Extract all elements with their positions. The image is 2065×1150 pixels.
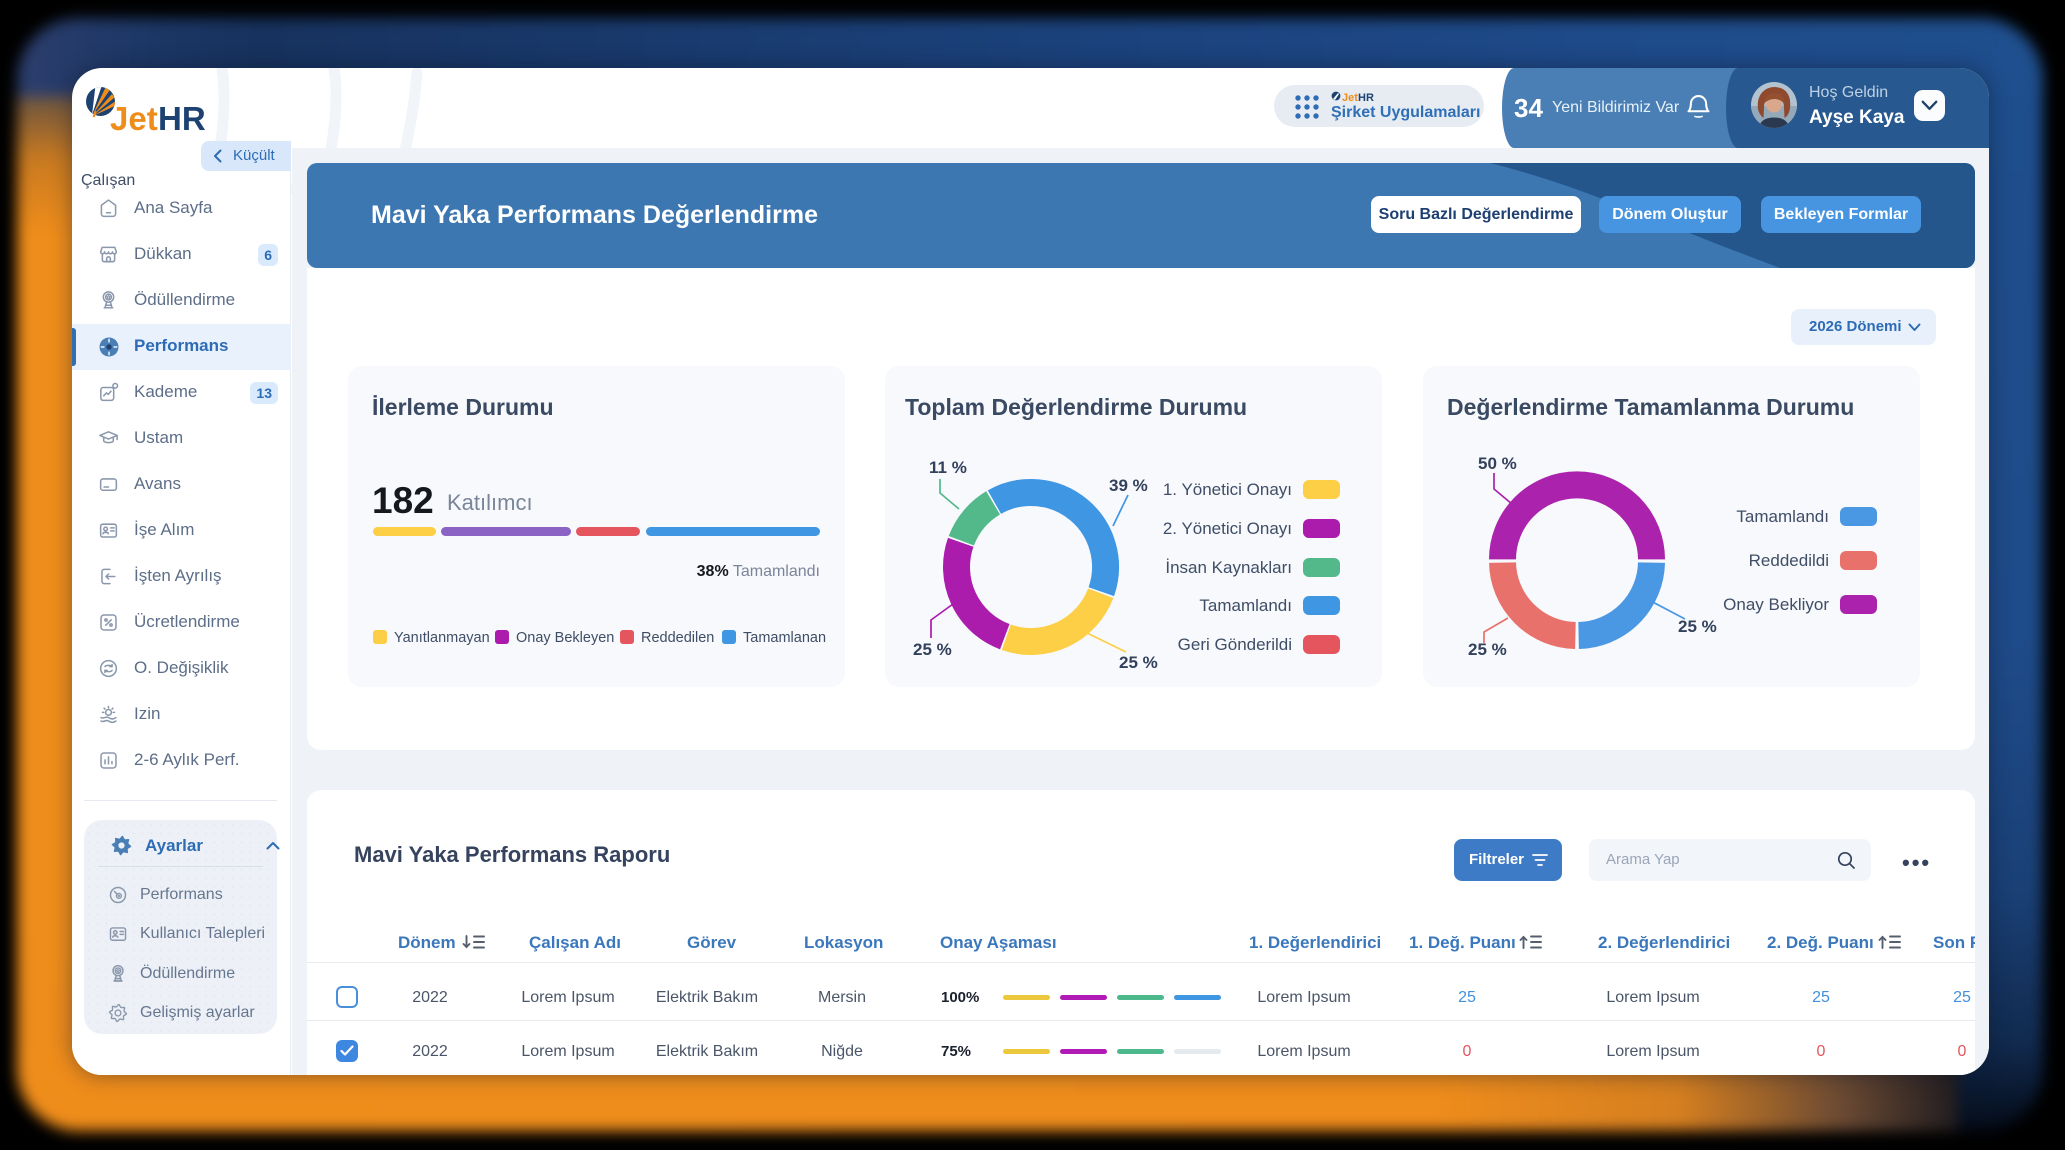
svg-text:Jet: Jet [1342, 92, 1358, 104]
svg-text:HR: HR [158, 100, 206, 134]
svg-text:Jet: Jet [110, 100, 158, 134]
svg-text:HR: HR [1358, 92, 1374, 104]
